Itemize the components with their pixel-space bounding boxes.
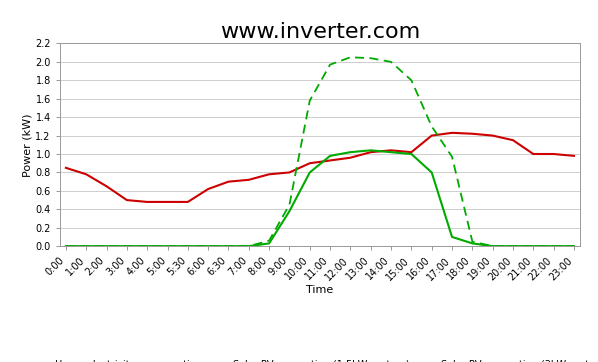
Home electricity consumption [327,158,334,163]
Home electricity consumption [408,150,415,154]
Solar PV generation (3kW system) [266,239,273,243]
Home electricity consumption [83,172,90,176]
Solar PV generation (3kW system) [530,244,537,248]
X-axis label: Time: Time [306,285,334,295]
Solar PV generation (1.5kW system) [469,241,476,245]
Home electricity consumption [225,180,232,184]
Solar PV generation (1.5kW system) [530,244,537,248]
Solar PV generation (1.5kW system) [327,154,334,158]
Solar PV generation (1.5kW system) [164,244,171,248]
Home electricity consumption [367,150,374,154]
Title: www.inverter.com: www.inverter.com [220,22,420,42]
Solar PV generation (3kW system) [103,244,110,248]
Solar PV generation (3kW system) [83,244,90,248]
Home electricity consumption [469,131,476,136]
Solar PV generation (3kW system) [225,244,232,248]
Solar PV generation (1.5kW system) [205,244,212,248]
Home electricity consumption [245,178,252,182]
Home electricity consumption [205,187,212,191]
Solar PV generation (3kW system) [469,239,476,244]
Solar PV generation (3kW system) [550,244,557,248]
Solar PV generation (1.5kW system) [489,244,496,248]
Solar PV generation (3kW system) [570,244,578,248]
Home electricity consumption [550,152,557,156]
Solar PV generation (3kW system) [347,55,354,59]
Solar PV generation (1.5kW system) [184,244,191,248]
Solar PV generation (3kW system) [164,244,171,248]
Home electricity consumption [347,156,354,160]
Line: Home electricity consumption: Home electricity consumption [66,133,574,202]
Solar PV generation (3kW system) [509,244,517,248]
Line: Solar PV generation (3kW system): Solar PV generation (3kW system) [66,57,574,246]
Solar PV generation (3kW system) [428,124,435,129]
Solar PV generation (3kW system) [448,155,456,159]
Home electricity consumption [103,184,110,189]
Solar PV generation (3kW system) [123,244,130,248]
Solar PV generation (3kW system) [245,244,252,248]
Home electricity consumption [62,166,69,170]
Solar PV generation (3kW system) [62,244,69,248]
Legend: Home electricity consumption, Solar PV generation (1.5kW system), Solar PV gener: Home electricity consumption, Solar PV g… [28,357,598,362]
Y-axis label: Power (kW): Power (kW) [23,113,32,177]
Solar PV generation (1.5kW system) [225,244,232,248]
Home electricity consumption [570,154,578,158]
Home electricity consumption [509,138,517,142]
Solar PV generation (1.5kW system) [428,170,435,174]
Home electricity consumption [388,148,395,152]
Solar PV generation (1.5kW system) [144,244,151,248]
Solar PV generation (1.5kW system) [408,152,415,156]
Solar PV generation (3kW system) [489,244,496,248]
Home electricity consumption [184,200,191,204]
Solar PV generation (3kW system) [388,60,395,64]
Solar PV generation (3kW system) [306,98,313,103]
Solar PV generation (3kW system) [286,202,293,207]
Solar PV generation (3kW system) [184,244,191,248]
Solar PV generation (3kW system) [327,63,334,67]
Solar PV generation (3kW system) [367,56,374,60]
Line: Solar PV generation (1.5kW system): Solar PV generation (1.5kW system) [66,150,574,246]
Home electricity consumption [164,200,171,204]
Solar PV generation (1.5kW system) [266,241,273,245]
Solar PV generation (1.5kW system) [509,244,517,248]
Solar PV generation (1.5kW system) [62,244,69,248]
Home electricity consumption [448,131,456,135]
Solar PV generation (1.5kW system) [347,150,354,154]
Solar PV generation (1.5kW system) [83,244,90,248]
Solar PV generation (1.5kW system) [286,209,293,213]
Home electricity consumption [530,152,537,156]
Solar PV generation (1.5kW system) [448,235,456,239]
Home electricity consumption [266,172,273,176]
Solar PV generation (3kW system) [144,244,151,248]
Solar PV generation (3kW system) [408,78,415,83]
Home electricity consumption [428,134,435,138]
Solar PV generation (3kW system) [205,244,212,248]
Home electricity consumption [123,198,130,202]
Solar PV generation (1.5kW system) [367,148,374,152]
Home electricity consumption [144,200,151,204]
Home electricity consumption [489,134,496,138]
Solar PV generation (1.5kW system) [550,244,557,248]
Home electricity consumption [286,170,293,174]
Solar PV generation (1.5kW system) [123,244,130,248]
Solar PV generation (1.5kW system) [103,244,110,248]
Solar PV generation (1.5kW system) [306,170,313,174]
Solar PV generation (1.5kW system) [388,150,395,154]
Solar PV generation (1.5kW system) [570,244,578,248]
Home electricity consumption [306,161,313,165]
Solar PV generation (1.5kW system) [245,244,252,248]
